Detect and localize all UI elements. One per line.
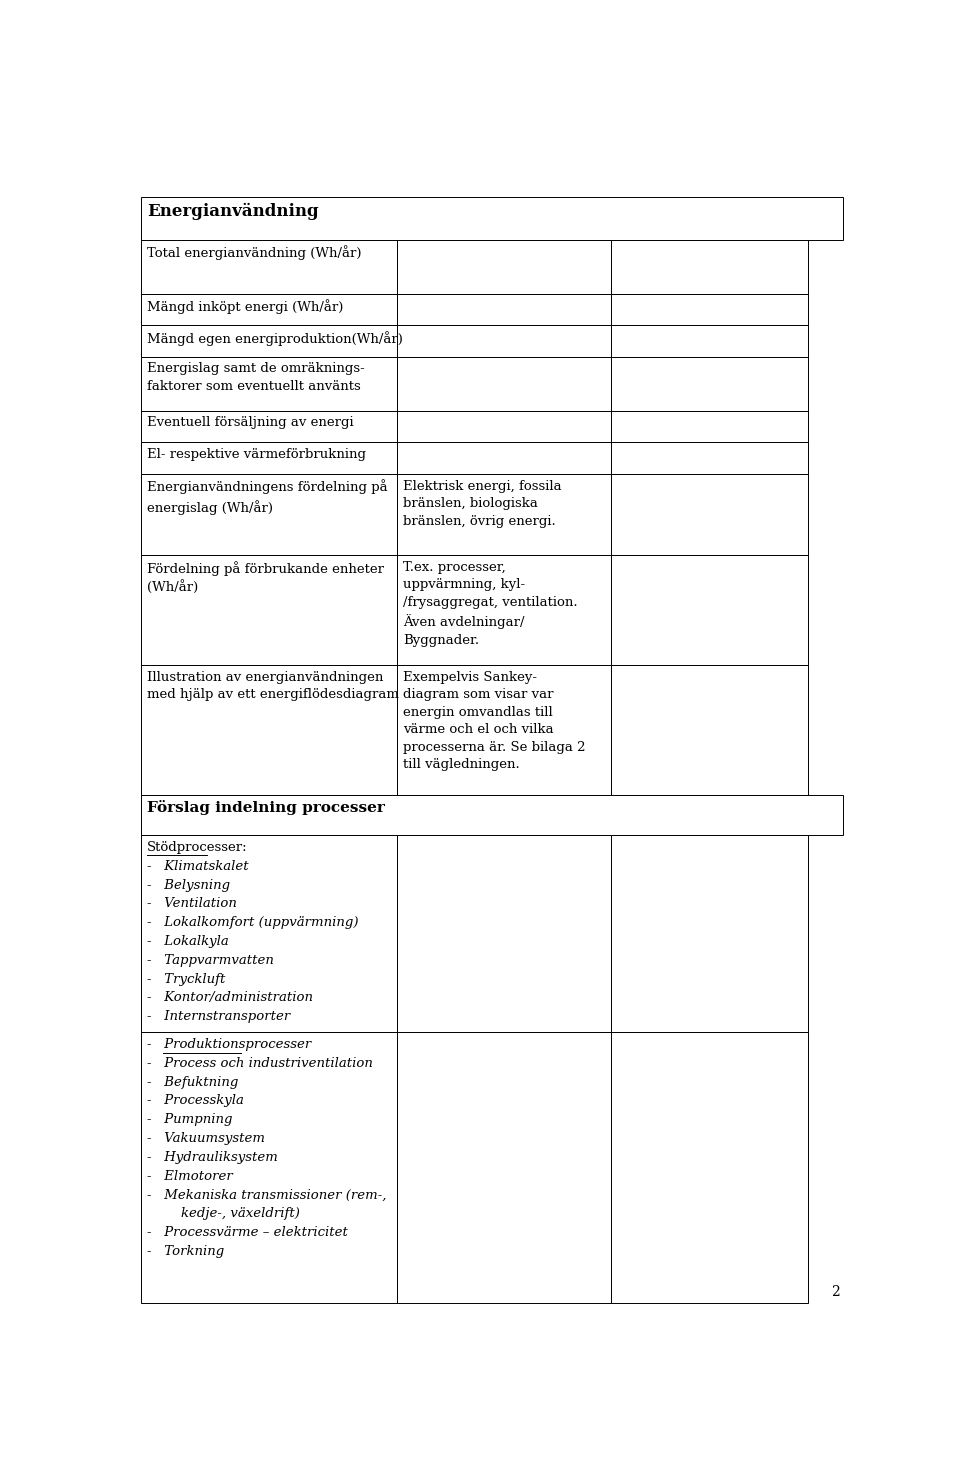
Text: -   Process och industriventilation: - Process och industriventilation [147, 1057, 372, 1069]
Text: Total energianvändning (Wh/år): Total energianvändning (Wh/år) [147, 246, 361, 260]
Bar [141, 555, 397, 666]
Bar [141, 294, 397, 325]
Bar [397, 442, 612, 473]
Text: Eventuell försäljning av energi: Eventuell försäljning av energi [147, 417, 353, 429]
Text: Elektrisk energi, fossila
bränslen, biologiska
bränslen, övrig energi.: Elektrisk energi, fossila bränslen, biol… [403, 479, 562, 528]
Text: -   Ventilation: - Ventilation [147, 898, 237, 911]
Text: -   Processvärme – elektricitet: - Processvärme – elektricitet [147, 1226, 348, 1239]
Text: kedje-, växeldrift): kedje-, växeldrift) [147, 1207, 300, 1220]
Bar [397, 666, 612, 794]
Text: Illustration av energianvändningen
med hjälp av ett energiflödesdiagram: Illustration av energianvändningen med h… [147, 671, 398, 701]
Bar [141, 666, 397, 794]
Text: -   Mekaniska transmissioner (rem-,: - Mekaniska transmissioner (rem-, [147, 1189, 386, 1201]
Text: -   Processkyla: - Processkyla [147, 1094, 244, 1108]
Bar [612, 836, 808, 1032]
Bar [397, 325, 612, 356]
Text: -   Vakuumsystem: - Vakuumsystem [147, 1131, 265, 1145]
Bar [141, 794, 843, 836]
Text: -   Lokalkyla: - Lokalkyla [147, 935, 228, 948]
Text: Mängd inköpt energi (Wh/år): Mängd inköpt energi (Wh/år) [147, 299, 343, 314]
Text: 2: 2 [830, 1285, 839, 1299]
Bar [397, 1032, 612, 1303]
Bar [612, 666, 808, 794]
Bar [141, 197, 843, 240]
Bar [612, 1032, 808, 1303]
Text: -   Pumpning: - Pumpning [147, 1114, 232, 1126]
Bar [397, 836, 612, 1032]
Text: -   Tryckluft: - Tryckluft [147, 973, 226, 985]
Text: -   Internstransporter: - Internstransporter [147, 1010, 290, 1023]
Bar [141, 240, 397, 294]
Bar [141, 356, 397, 411]
Text: -   Torkning: - Torkning [147, 1245, 224, 1257]
Bar [141, 325, 397, 356]
Text: Energianvändning: Energianvändning [147, 203, 319, 220]
Bar [141, 473, 397, 555]
Bar [397, 555, 612, 666]
Text: -   Kontor/administration: - Kontor/administration [147, 991, 313, 1004]
Bar [397, 294, 612, 325]
Text: -   Belysning: - Belysning [147, 879, 229, 892]
Text: Stödprocesser:: Stödprocesser: [147, 842, 248, 853]
Text: Energislag samt de omräknings-
faktorer som eventuellt använts: Energislag samt de omräknings- faktorer … [147, 362, 365, 393]
Bar [612, 356, 808, 411]
Bar [612, 555, 808, 666]
Text: Mängd egen energiproduktion(Wh/år): Mängd egen energiproduktion(Wh/år) [147, 331, 402, 346]
Bar [141, 442, 397, 473]
Bar [141, 1032, 397, 1303]
Text: -   Hydrauliksystem: - Hydrauliksystem [147, 1151, 277, 1164]
Bar [397, 473, 612, 555]
Bar [397, 356, 612, 411]
Bar [612, 473, 808, 555]
Text: Förslag indelning processer: Förslag indelning processer [147, 800, 385, 815]
Text: -   Produktionsprocesser: - Produktionsprocesser [147, 1038, 311, 1052]
Text: -   Tappvarmvatten: - Tappvarmvatten [147, 954, 274, 967]
Text: Fördelning på förbrukande enheter
(Wh/år): Fördelning på förbrukande enheter (Wh/år… [147, 561, 384, 595]
Bar [397, 240, 612, 294]
Text: Energianvändningens fördelning på
energislag (Wh/år): Energianvändningens fördelning på energi… [147, 479, 388, 515]
Text: T.ex. processer,
uppvärmning, kyl-
/frysaggregat, ventilation.
Även avdelningar/: T.ex. processer, uppvärmning, kyl- /frys… [403, 561, 578, 646]
Text: -   Befuktning: - Befuktning [147, 1075, 238, 1089]
Text: Exempelvis Sankey-
diagram som visar var
energin omvandlas till
värme och el och: Exempelvis Sankey- diagram som visar var… [403, 671, 586, 772]
Text: -   Elmotorer: - Elmotorer [147, 1170, 232, 1183]
Text: -   Klimatskalet: - Klimatskalet [147, 859, 249, 873]
Bar [612, 411, 808, 442]
Bar [612, 294, 808, 325]
Text: -   Lokalkomfort (uppvärmning): - Lokalkomfort (uppvärmning) [147, 916, 358, 929]
Bar [141, 411, 397, 442]
Bar [141, 836, 397, 1032]
Text: El- respektive värmeförbrukning: El- respektive värmeförbrukning [147, 448, 366, 461]
Bar [612, 240, 808, 294]
Bar [397, 411, 612, 442]
Bar [612, 325, 808, 356]
Bar [612, 442, 808, 473]
